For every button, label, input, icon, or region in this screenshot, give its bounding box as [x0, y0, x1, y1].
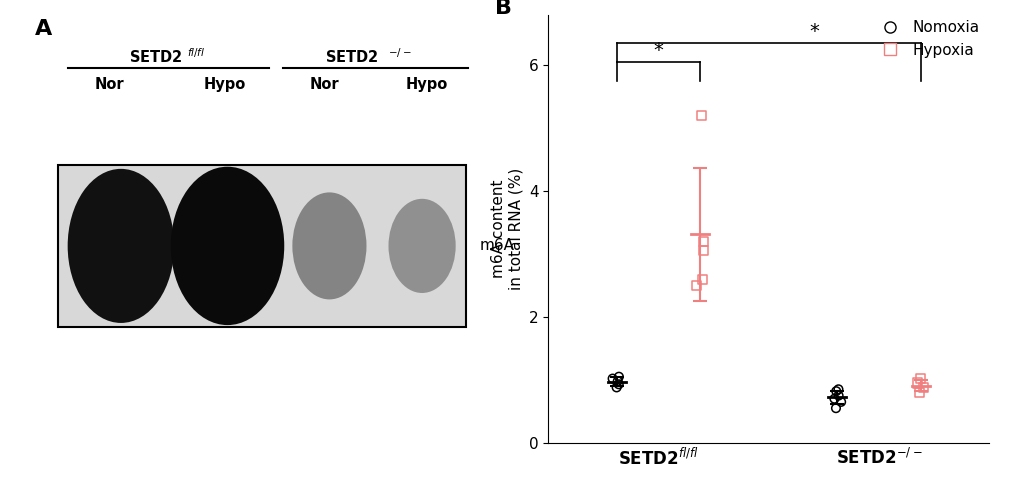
Ellipse shape — [292, 192, 366, 300]
Point — [610, 373, 627, 381]
Point — [609, 377, 626, 385]
Text: A: A — [36, 19, 52, 39]
Legend: Nomoxia, Hypoxia: Nomoxia, Hypoxia — [868, 14, 985, 63]
Point — [910, 389, 926, 397]
Text: *: * — [653, 41, 662, 60]
Text: *: * — [809, 22, 818, 41]
Text: SETD2 $^{fl/fl}$: SETD2 $^{fl/fl}$ — [129, 47, 205, 66]
Point — [827, 404, 844, 412]
Text: Nor: Nor — [310, 77, 339, 92]
Point — [692, 112, 708, 120]
Point — [695, 238, 711, 246]
Text: Hypo: Hypo — [204, 77, 246, 92]
Point — [695, 247, 711, 255]
Text: Hypo: Hypo — [406, 77, 447, 92]
Text: B: B — [495, 0, 512, 18]
Ellipse shape — [67, 169, 174, 323]
Point — [608, 383, 625, 391]
Point — [829, 385, 846, 393]
Point — [908, 379, 924, 387]
Text: Nor: Nor — [95, 77, 124, 92]
Point — [827, 387, 844, 395]
Bar — [58, 164, 466, 327]
Point — [911, 375, 927, 383]
Point — [604, 375, 621, 383]
Ellipse shape — [388, 199, 455, 293]
Point — [694, 275, 710, 283]
Point — [825, 395, 842, 402]
Point — [829, 392, 846, 400]
Ellipse shape — [170, 167, 284, 325]
Text: SETD2  $^{-/-}$: SETD2 $^{-/-}$ — [325, 47, 412, 66]
Point — [833, 398, 849, 406]
Point — [610, 380, 627, 388]
Text: m6A: m6A — [480, 239, 515, 253]
Point — [688, 281, 704, 289]
Point — [914, 383, 930, 391]
Y-axis label: m6A content
in total RNA (%): m6A content in total RNA (%) — [490, 168, 523, 290]
